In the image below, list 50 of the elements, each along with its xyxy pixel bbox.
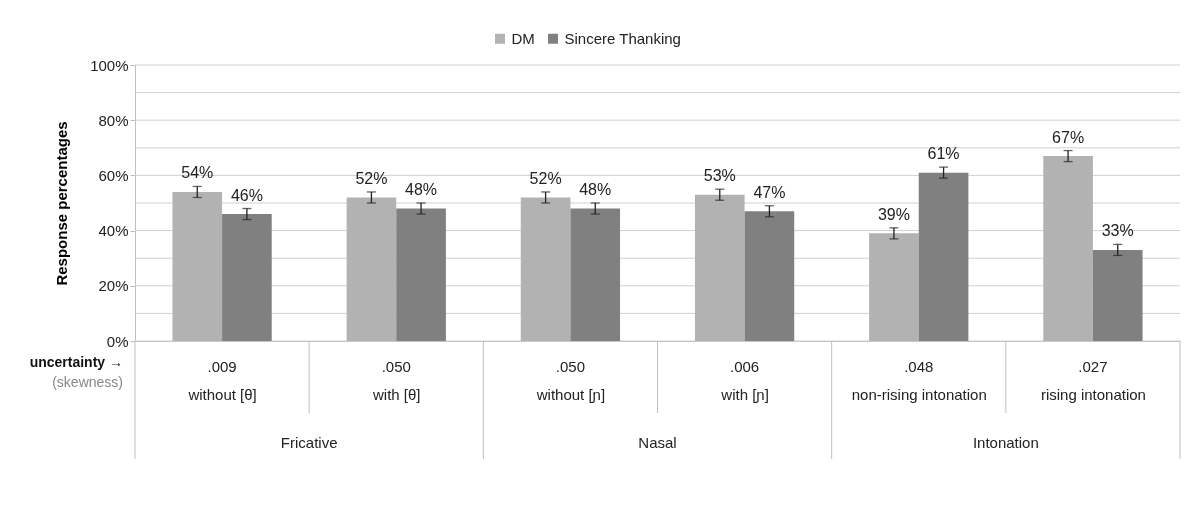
data-label: 54% xyxy=(181,164,214,182)
data-label: 67% xyxy=(1052,128,1085,146)
data-label: 47% xyxy=(753,183,786,201)
bar xyxy=(222,214,272,341)
text: .050 xyxy=(381,358,411,375)
legend-label: DM xyxy=(511,29,535,47)
text: Intonation xyxy=(972,434,1039,451)
x-tick-label: non-rising intonation xyxy=(851,385,987,403)
y-tick-label: 40% xyxy=(98,222,129,240)
bar xyxy=(1092,249,1143,341)
text: (skewness) xyxy=(52,374,123,390)
text: .048 xyxy=(904,358,934,375)
text: Nasal xyxy=(638,434,677,451)
data-label: 61% xyxy=(927,145,960,163)
bar xyxy=(570,208,621,341)
data-label: 52% xyxy=(355,169,388,187)
y-tick-label: 0% xyxy=(106,332,129,350)
bar xyxy=(918,172,969,341)
x-tick-label: with [ɲ] xyxy=(720,385,769,403)
text: .027 xyxy=(1078,358,1108,375)
data-label: 52% xyxy=(529,169,562,187)
y-tick-label: 100% xyxy=(90,56,129,74)
y-tick-label: 20% xyxy=(98,277,129,295)
x-tick-label: with [θ] xyxy=(371,385,421,403)
text: Fricative xyxy=(280,434,338,451)
legend-label: Sincere Thanking xyxy=(564,29,681,47)
x-tick-label: without [θ] xyxy=(187,385,257,403)
bar xyxy=(520,197,571,341)
data-label: 39% xyxy=(877,205,910,223)
bar xyxy=(694,194,745,341)
text: .006 xyxy=(729,358,760,375)
text: .050 xyxy=(555,358,586,375)
data-label: 53% xyxy=(703,167,736,185)
data-label: 33% xyxy=(1101,222,1134,240)
bar xyxy=(346,197,397,341)
bar xyxy=(869,233,919,341)
bar xyxy=(172,191,223,341)
y-tick-label: 60% xyxy=(98,166,129,184)
y-axis-title: Response percentages xyxy=(53,121,71,286)
text: uncertainty → xyxy=(29,354,123,370)
bar xyxy=(396,208,446,341)
bar xyxy=(744,211,795,341)
data-label: 46% xyxy=(230,186,263,204)
x-tick-label: rising intonation xyxy=(1040,385,1146,403)
x-tick-label: without [ɲ] xyxy=(535,385,606,403)
data-label: 48% xyxy=(579,181,612,198)
bar xyxy=(1043,156,1093,341)
text: .009 xyxy=(207,358,237,375)
data-label: 48% xyxy=(405,181,438,198)
y-tick-label: 80% xyxy=(98,111,129,129)
